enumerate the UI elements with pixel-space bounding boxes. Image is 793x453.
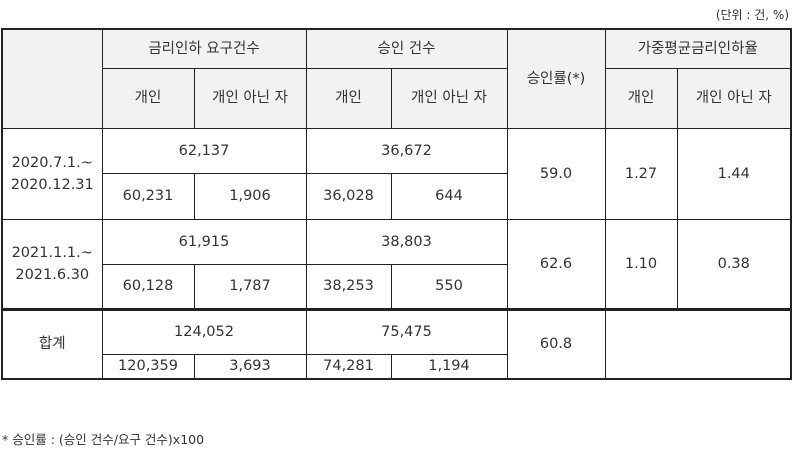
- header-non-individual: 개인 아닌 자: [390, 67, 508, 129]
- cut-non-individual: 1.44: [676, 127, 792, 220]
- approval-rate: 62.6: [506, 218, 606, 310]
- table-row: 2021.1.1.~2021.6.30 61,915 38,803 62.6 1…: [1, 218, 792, 310]
- cut-individual: 1.10: [604, 218, 678, 310]
- approval-rate: 59.0: [506, 127, 606, 220]
- total-row: 합계 124,052 75,475 60.8: [1, 307, 792, 380]
- cut-non-individual: 0.38: [676, 218, 792, 310]
- request-non-individual: 1,906: [193, 172, 307, 220]
- approved-total: 75,475: [305, 307, 508, 355]
- request-individual: 60,128: [101, 263, 195, 310]
- approved-total: 38,803: [305, 218, 508, 265]
- unit-note: (단위 : 건, %): [715, 8, 789, 22]
- request-total: 61,915: [101, 218, 307, 265]
- period-cell: 2020.7.1.~2020.12.31: [1, 127, 103, 220]
- header-non-individual: 개인 아닌 자: [193, 67, 307, 129]
- approved-individual: 36,028: [305, 172, 392, 220]
- header-individual: 개인: [604, 67, 678, 129]
- approval-rate: 60.8: [506, 307, 606, 380]
- approved-individual: 38,253: [305, 263, 392, 310]
- total-label: 합계: [1, 307, 103, 380]
- period-cell: 2021.1.1.~2021.6.30: [1, 218, 103, 310]
- header-individual: 개인: [101, 67, 195, 129]
- header-non-individual: 개인 아닌 자: [676, 67, 792, 129]
- request-individual: 60,231: [101, 172, 195, 220]
- header-approved: 승인 건수: [305, 28, 508, 69]
- request-non-individual: 3,693: [193, 353, 307, 380]
- approved-individual: 74,281: [305, 353, 392, 380]
- approved-non-individual: 1,194: [390, 353, 508, 380]
- approved-total: 36,672: [305, 127, 508, 174]
- header-avg-cut: 가중평균금리인하율: [604, 28, 792, 69]
- footnote: * 승인률 : (승인 건수/요구 건수)x100: [2, 432, 205, 447]
- request-non-individual: 1,787: [193, 263, 307, 310]
- header-rate: 승인률(*): [506, 28, 606, 129]
- table-row: 2020.7.1.~2020.12.31 62,137 36,672 59.0 …: [1, 127, 792, 220]
- cut-empty: [604, 307, 792, 380]
- request-individual: 120,359: [101, 353, 195, 380]
- approved-non-individual: 644: [390, 172, 508, 220]
- cut-individual: 1.27: [604, 127, 678, 220]
- request-total: 62,137: [101, 127, 307, 174]
- header-individual: 개인: [305, 67, 392, 129]
- header-request: 금리인하 요구건수: [101, 28, 307, 69]
- corner-header: [1, 28, 103, 129]
- request-total: 124,052: [101, 307, 307, 355]
- loan-rate-cut-table: 금리인하 요구건수 승인 건수 승인률(*) 가중평균금리인하율 개인 개인 아…: [1, 28, 792, 380]
- approved-non-individual: 550: [390, 263, 508, 310]
